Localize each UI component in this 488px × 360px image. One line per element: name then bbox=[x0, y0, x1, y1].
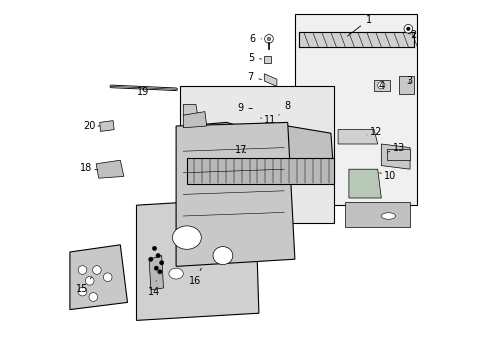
Polygon shape bbox=[186, 158, 334, 184]
Text: 19: 19 bbox=[137, 87, 149, 97]
Text: 13: 13 bbox=[387, 143, 404, 153]
Polygon shape bbox=[149, 256, 163, 290]
Text: 15: 15 bbox=[76, 277, 91, 294]
Text: 8: 8 bbox=[278, 101, 289, 115]
Text: 11: 11 bbox=[260, 114, 276, 125]
Polygon shape bbox=[96, 160, 123, 178]
Text: 7: 7 bbox=[246, 72, 261, 82]
Circle shape bbox=[92, 266, 101, 274]
Polygon shape bbox=[294, 14, 416, 205]
Text: 14: 14 bbox=[147, 281, 160, 297]
Text: 4: 4 bbox=[378, 81, 384, 91]
Circle shape bbox=[159, 261, 163, 265]
Text: 18: 18 bbox=[80, 163, 98, 173]
Circle shape bbox=[266, 37, 270, 41]
Polygon shape bbox=[345, 202, 409, 227]
Circle shape bbox=[377, 82, 384, 89]
Bar bbox=[373, 80, 389, 91]
Polygon shape bbox=[386, 149, 409, 160]
Circle shape bbox=[148, 257, 153, 261]
Text: 10: 10 bbox=[379, 171, 396, 181]
Text: 12: 12 bbox=[366, 127, 381, 137]
Polygon shape bbox=[264, 56, 271, 63]
Text: 3: 3 bbox=[406, 76, 411, 86]
Ellipse shape bbox=[381, 213, 395, 219]
Circle shape bbox=[403, 24, 412, 33]
Polygon shape bbox=[70, 245, 127, 310]
Text: 2: 2 bbox=[407, 30, 415, 40]
Circle shape bbox=[89, 293, 98, 301]
Ellipse shape bbox=[168, 268, 183, 279]
Circle shape bbox=[103, 273, 112, 282]
Text: 6: 6 bbox=[249, 34, 261, 44]
Circle shape bbox=[152, 246, 156, 251]
Circle shape bbox=[158, 270, 162, 274]
Polygon shape bbox=[399, 76, 413, 94]
Circle shape bbox=[406, 27, 409, 31]
Circle shape bbox=[85, 276, 94, 285]
Text: 16: 16 bbox=[188, 268, 201, 286]
Text: 17: 17 bbox=[234, 145, 246, 156]
Polygon shape bbox=[183, 104, 197, 115]
Polygon shape bbox=[264, 74, 276, 86]
Polygon shape bbox=[183, 112, 206, 128]
Circle shape bbox=[264, 35, 273, 43]
Ellipse shape bbox=[213, 247, 232, 265]
Polygon shape bbox=[100, 121, 114, 131]
Polygon shape bbox=[179, 86, 334, 223]
Ellipse shape bbox=[172, 226, 201, 249]
Polygon shape bbox=[348, 169, 381, 198]
Polygon shape bbox=[136, 198, 258, 320]
Polygon shape bbox=[183, 122, 334, 184]
Text: 1: 1 bbox=[347, 15, 371, 36]
Circle shape bbox=[78, 266, 87, 274]
Polygon shape bbox=[176, 122, 294, 266]
Circle shape bbox=[154, 266, 158, 270]
Text: 20: 20 bbox=[82, 121, 100, 131]
Polygon shape bbox=[337, 130, 377, 144]
Circle shape bbox=[78, 287, 87, 296]
Text: 9: 9 bbox=[237, 103, 252, 113]
Text: 5: 5 bbox=[247, 53, 261, 63]
Polygon shape bbox=[381, 144, 409, 169]
Circle shape bbox=[156, 253, 160, 258]
